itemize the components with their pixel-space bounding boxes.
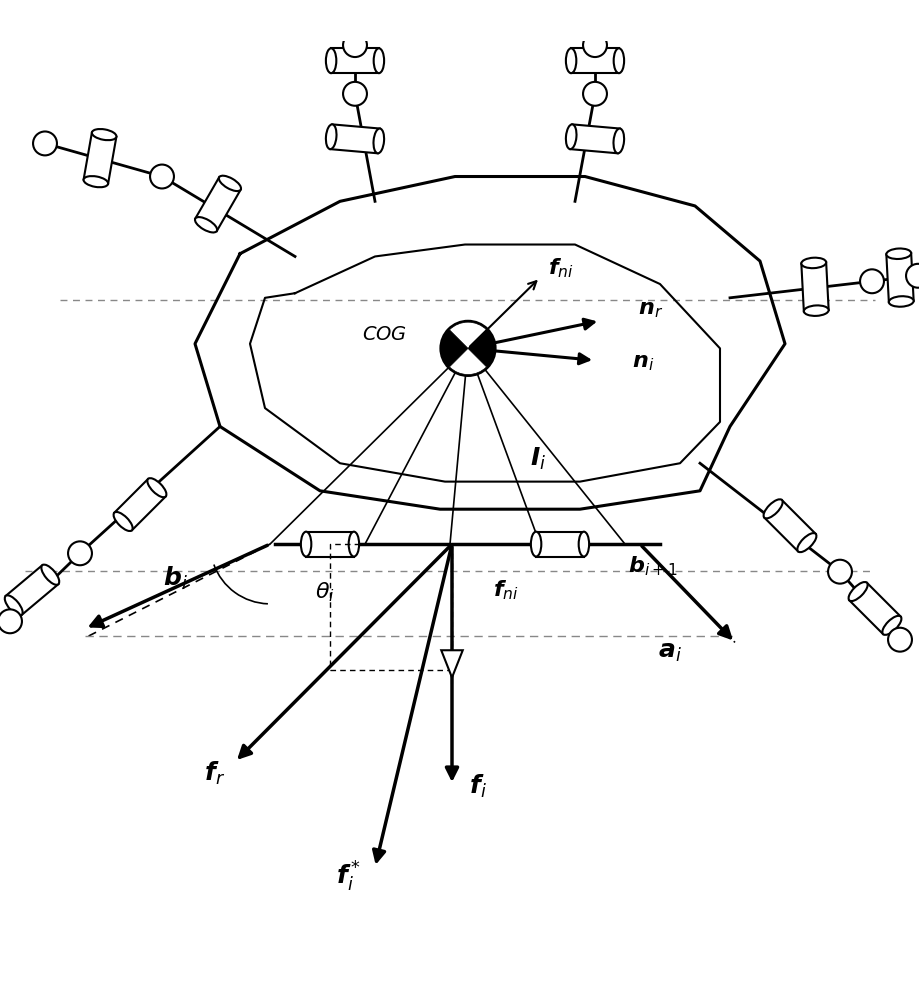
Polygon shape	[886, 253, 913, 302]
Text: $\boldsymbol{f}_{ni}$: $\boldsymbol{f}_{ni}$	[493, 578, 519, 602]
Polygon shape	[306, 532, 354, 557]
Circle shape	[828, 560, 852, 584]
Ellipse shape	[5, 595, 23, 616]
Ellipse shape	[882, 616, 902, 635]
Circle shape	[583, 82, 607, 106]
Text: $\boldsymbol{f}_{ni}$: $\boldsymbol{f}_{ni}$	[548, 257, 574, 280]
Polygon shape	[441, 650, 463, 678]
Ellipse shape	[326, 124, 336, 149]
Text: $\boldsymbol{b}_{i+1}$: $\boldsymbol{b}_{i+1}$	[628, 554, 678, 578]
Text: $\boldsymbol{n}_i$: $\boldsymbol{n}_i$	[632, 351, 654, 373]
Polygon shape	[801, 262, 829, 311]
Wedge shape	[449, 322, 486, 348]
Ellipse shape	[326, 48, 336, 73]
Ellipse shape	[801, 258, 826, 268]
Ellipse shape	[114, 512, 132, 531]
Circle shape	[888, 628, 912, 652]
Text: $\boldsymbol{a}_i$: $\boldsymbol{a}_i$	[658, 640, 682, 664]
Ellipse shape	[219, 176, 241, 191]
Polygon shape	[849, 583, 901, 634]
Polygon shape	[114, 479, 165, 530]
Ellipse shape	[84, 176, 108, 187]
Text: $\boldsymbol{b}_i$: $\boldsymbol{b}_i$	[163, 565, 187, 592]
Text: $\theta_i$: $\theta_i$	[315, 580, 335, 604]
Ellipse shape	[566, 48, 576, 73]
Ellipse shape	[374, 48, 384, 73]
Ellipse shape	[848, 582, 868, 601]
Text: $COG$: $COG$	[362, 326, 407, 344]
Text: $\boldsymbol{f}_i^*$: $\boldsymbol{f}_i^*$	[335, 860, 360, 894]
Ellipse shape	[147, 478, 166, 497]
Circle shape	[583, 33, 607, 57]
Circle shape	[343, 82, 367, 106]
Text: $\boldsymbol{f}_i$: $\boldsymbol{f}_i$	[469, 773, 487, 800]
Ellipse shape	[92, 129, 117, 140]
Text: $\boldsymbol{n}_r$: $\boldsymbol{n}_r$	[638, 298, 664, 320]
Circle shape	[343, 33, 367, 57]
Polygon shape	[571, 48, 618, 73]
Polygon shape	[330, 124, 380, 153]
Ellipse shape	[889, 296, 913, 307]
Ellipse shape	[798, 533, 816, 552]
Polygon shape	[570, 124, 620, 153]
Circle shape	[0, 609, 22, 633]
Ellipse shape	[579, 532, 589, 557]
Ellipse shape	[614, 129, 624, 153]
Text: $\boldsymbol{I}_i$: $\boldsymbol{I}_i$	[530, 446, 546, 472]
Ellipse shape	[764, 499, 783, 518]
Ellipse shape	[614, 48, 624, 73]
Circle shape	[440, 321, 495, 376]
Circle shape	[33, 131, 57, 155]
Ellipse shape	[804, 305, 829, 316]
Polygon shape	[84, 132, 117, 184]
Ellipse shape	[301, 532, 312, 557]
Polygon shape	[536, 532, 584, 557]
Polygon shape	[765, 500, 816, 551]
Polygon shape	[196, 177, 241, 231]
Polygon shape	[6, 565, 58, 615]
Circle shape	[860, 269, 884, 293]
Ellipse shape	[566, 124, 576, 149]
Circle shape	[906, 264, 919, 288]
Wedge shape	[449, 348, 486, 375]
Circle shape	[150, 165, 174, 188]
Polygon shape	[331, 48, 379, 73]
Ellipse shape	[886, 248, 911, 259]
Ellipse shape	[195, 217, 217, 232]
Circle shape	[68, 541, 92, 565]
Text: $\boldsymbol{f}_r$: $\boldsymbol{f}_r$	[204, 760, 226, 787]
Ellipse shape	[348, 532, 359, 557]
Ellipse shape	[373, 129, 384, 153]
Ellipse shape	[41, 565, 59, 585]
Ellipse shape	[531, 532, 541, 557]
